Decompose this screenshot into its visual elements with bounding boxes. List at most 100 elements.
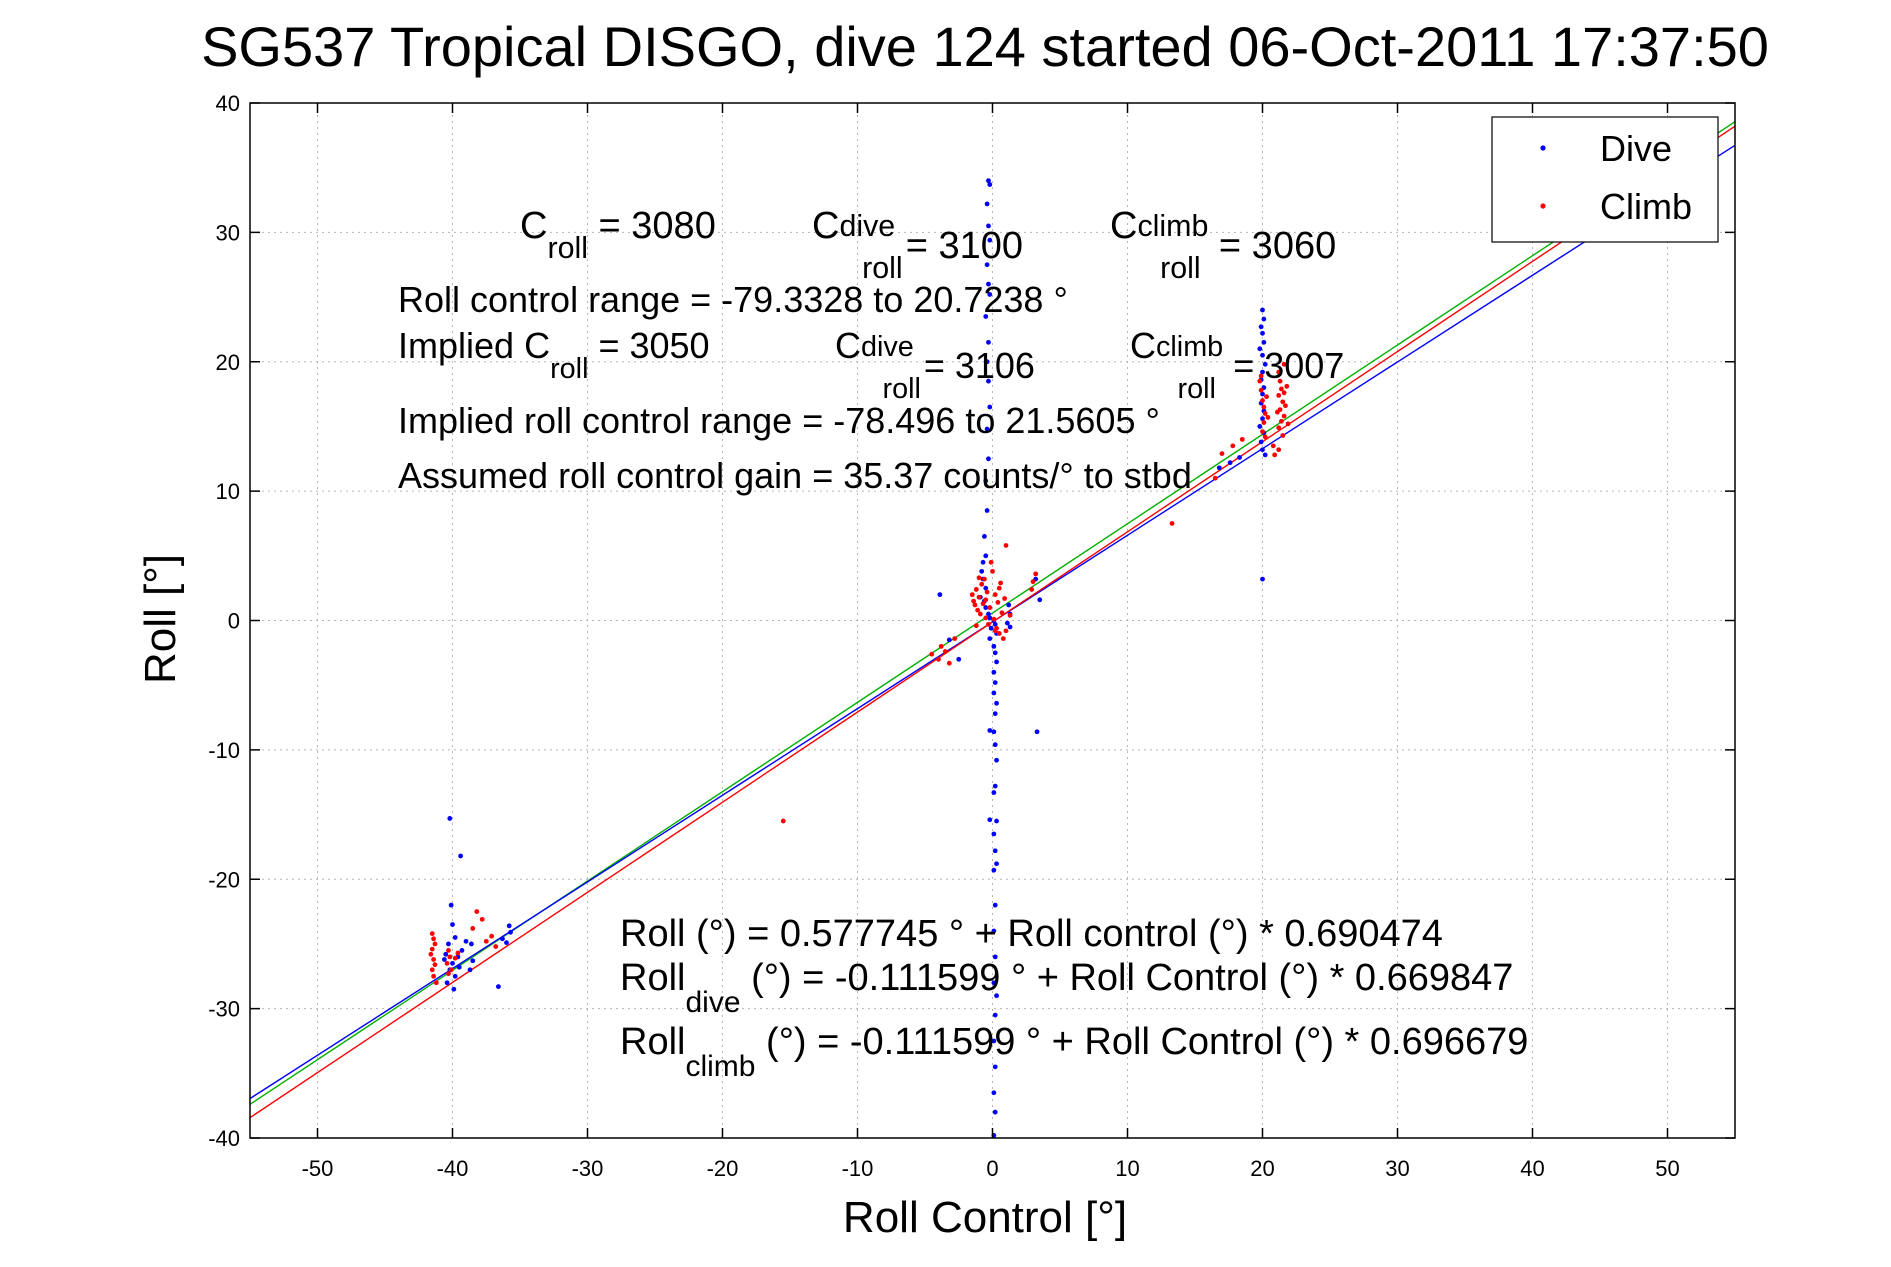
- dive-point: [1034, 729, 1040, 735]
- dive-point: [983, 553, 989, 559]
- dive-point: [1007, 624, 1013, 630]
- climb-point: [976, 594, 982, 600]
- dive-point: [991, 669, 997, 675]
- climb-point: [1279, 418, 1284, 424]
- climb-point: [998, 580, 1003, 586]
- c-roll-value: = 3080: [588, 205, 716, 247]
- eq-climb-base: Roll: [620, 1021, 685, 1063]
- climb-point: [1265, 414, 1271, 420]
- dive-point: [992, 711, 998, 717]
- c-roll-annotation: Croll = 3080: [520, 205, 716, 265]
- climb-point: [976, 575, 982, 581]
- dive-point: [991, 980, 997, 986]
- dive-point: [984, 426, 990, 432]
- x-tick-label: 40: [1520, 1156, 1544, 1181]
- dive-point: [1257, 346, 1263, 352]
- climb-point: [1274, 409, 1280, 415]
- dive-point: [991, 790, 997, 795]
- implied-c-roll-sup: dive: [861, 331, 914, 363]
- climb-point: [446, 948, 451, 953]
- climb-point: [1230, 443, 1236, 449]
- climb-point: [999, 610, 1005, 616]
- climb-point: [1281, 413, 1287, 419]
- dive-point: [992, 902, 998, 908]
- dive-point: [992, 783, 998, 789]
- dive-point: [992, 621, 998, 627]
- dive-point: [984, 201, 990, 207]
- climb-point: [444, 960, 450, 966]
- dive-point: [982, 534, 987, 539]
- implied-c-roll-annotation: Croll climb = 3007: [1130, 325, 1344, 405]
- climb-point: [432, 941, 438, 947]
- dive-point: [983, 478, 989, 484]
- implied-c-roll-sub: roll: [882, 373, 920, 405]
- climb-point: [1281, 361, 1287, 367]
- equation-climb: Rollclimb (°) = -0.111599 ° + Roll Contr…: [620, 1021, 1528, 1083]
- x-tick-label: 50: [1655, 1156, 1679, 1181]
- dive-point: [1260, 576, 1265, 582]
- climb-point: [996, 585, 1002, 591]
- climb-point: [975, 607, 981, 613]
- legend-label-dive: Dive: [1600, 128, 1672, 169]
- dive-point: [450, 922, 455, 927]
- climb-point: [489, 933, 495, 939]
- climb-point: [432, 962, 438, 968]
- x-tick-label: -50: [302, 1156, 334, 1181]
- dive-point: [987, 292, 993, 297]
- dive-point: [444, 980, 450, 986]
- dive-point: [496, 984, 501, 990]
- dive-point: [988, 625, 994, 631]
- dive-point: [1260, 416, 1265, 422]
- dive-point: [1006, 602, 1012, 608]
- climb-point: [1279, 386, 1284, 392]
- dive-point: [979, 568, 985, 574]
- climb-point: [1258, 373, 1264, 379]
- climb-point: [936, 656, 941, 662]
- dive-point: [986, 223, 991, 229]
- c-roll-sup: climb: [1137, 209, 1208, 243]
- climb-point: [1260, 429, 1265, 435]
- implied-c-roll-annotation: Croll dive = 3106: [835, 325, 1035, 405]
- climb-point: [455, 950, 461, 956]
- roll-control-range-text: Roll control range = -79.3328 to 20.7238…: [398, 279, 1068, 320]
- dive-point: [459, 948, 465, 953]
- climb-point: [1257, 378, 1263, 384]
- climb-point: [984, 589, 990, 595]
- dive-point: [986, 611, 991, 617]
- dive-point: [452, 935, 458, 940]
- dive-point: [980, 559, 986, 565]
- y-tick-label: -40: [208, 1126, 240, 1151]
- x-tick-label: -20: [707, 1156, 739, 1181]
- climb-point: [448, 967, 454, 973]
- climb-point: [1276, 447, 1282, 453]
- dive-point: [451, 986, 457, 992]
- climb-point: [1003, 543, 1009, 548]
- climb-point: [1276, 392, 1282, 398]
- climb-point: [942, 649, 948, 654]
- implied-c-roll-value: = 3050: [588, 325, 709, 366]
- dive-point: [1262, 452, 1268, 458]
- dive-point: [1262, 361, 1268, 367]
- c-roll-annotation: Croll climb = 3060: [1110, 205, 1336, 285]
- climb-point: [1276, 425, 1282, 431]
- x-axis-label: Roll Control [°]: [843, 1193, 1127, 1242]
- implied-c-roll-sub: roll: [550, 353, 588, 385]
- dive-point: [992, 1064, 998, 1070]
- climb-point: [980, 601, 986, 607]
- data-points: [428, 178, 1291, 1138]
- eq-climb-rest: (°) = -0.111599 ° + Roll Control (°) * 0…: [755, 1021, 1528, 1063]
- climb-point: [1277, 378, 1283, 384]
- climb-point: [452, 955, 458, 961]
- dive-point: [446, 941, 451, 947]
- c-roll-sub: roll: [862, 251, 903, 285]
- dive-point: [1257, 424, 1263, 429]
- dive-point: [458, 853, 463, 859]
- x-tick-label: -10: [842, 1156, 874, 1181]
- climb-point: [1284, 383, 1290, 389]
- x-tick-label: -40: [437, 1156, 469, 1181]
- dive-point: [983, 585, 989, 591]
- climb-point: [1283, 403, 1288, 409]
- dive-point: [992, 650, 998, 656]
- climb-point: [986, 621, 991, 627]
- climb-point: [1007, 612, 1013, 618]
